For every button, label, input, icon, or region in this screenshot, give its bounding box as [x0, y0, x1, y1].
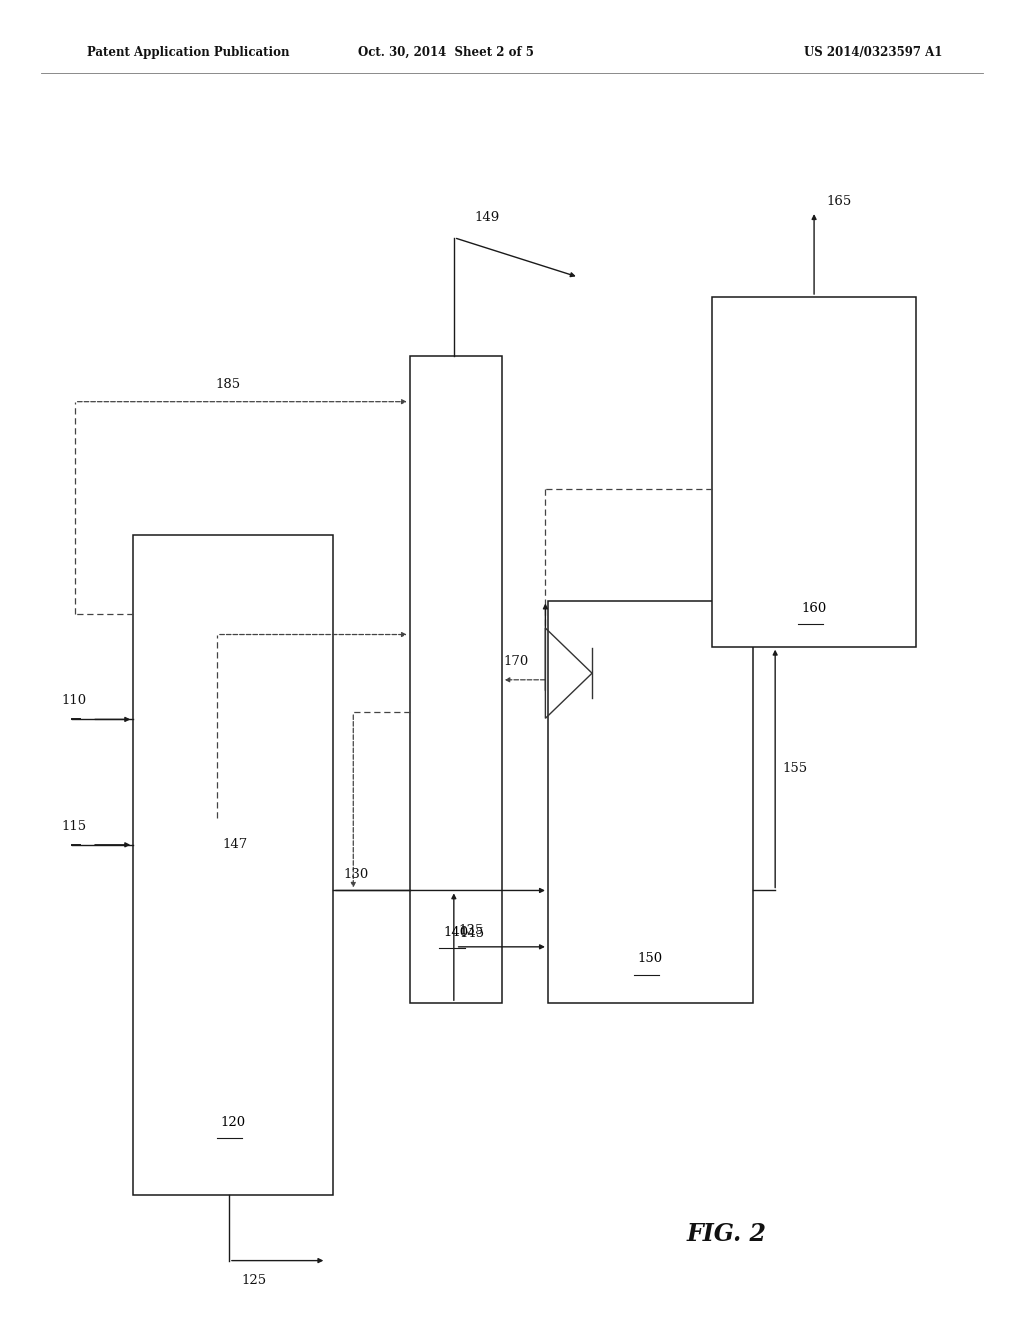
Text: 145: 145	[459, 927, 484, 940]
Text: 149: 149	[474, 211, 500, 224]
Text: 125: 125	[242, 1274, 266, 1287]
Bar	[133, 535, 333, 1195]
Text: 120: 120	[220, 1115, 246, 1129]
Bar	[712, 297, 916, 647]
Text: 155: 155	[782, 762, 808, 775]
Text: 147: 147	[222, 838, 248, 851]
Text: 170: 170	[504, 655, 529, 668]
Text: 185: 185	[215, 378, 241, 391]
Text: FIG. 2: FIG. 2	[687, 1222, 767, 1246]
Text: US 2014/0323597 A1: US 2014/0323597 A1	[804, 46, 942, 59]
Text: 115: 115	[61, 820, 87, 833]
Text: 135: 135	[459, 924, 484, 937]
Bar	[410, 356, 502, 1003]
Bar	[548, 601, 753, 1003]
Text: 160: 160	[802, 602, 826, 615]
Text: 110: 110	[61, 694, 87, 708]
Text: Patent Application Publication: Patent Application Publication	[87, 46, 290, 59]
Text: 165: 165	[826, 195, 852, 209]
Text: 150: 150	[638, 953, 663, 965]
Text: Oct. 30, 2014  Sheet 2 of 5: Oct. 30, 2014 Sheet 2 of 5	[357, 46, 534, 59]
Text: 130: 130	[343, 869, 369, 882]
Text: 140: 140	[443, 925, 468, 939]
